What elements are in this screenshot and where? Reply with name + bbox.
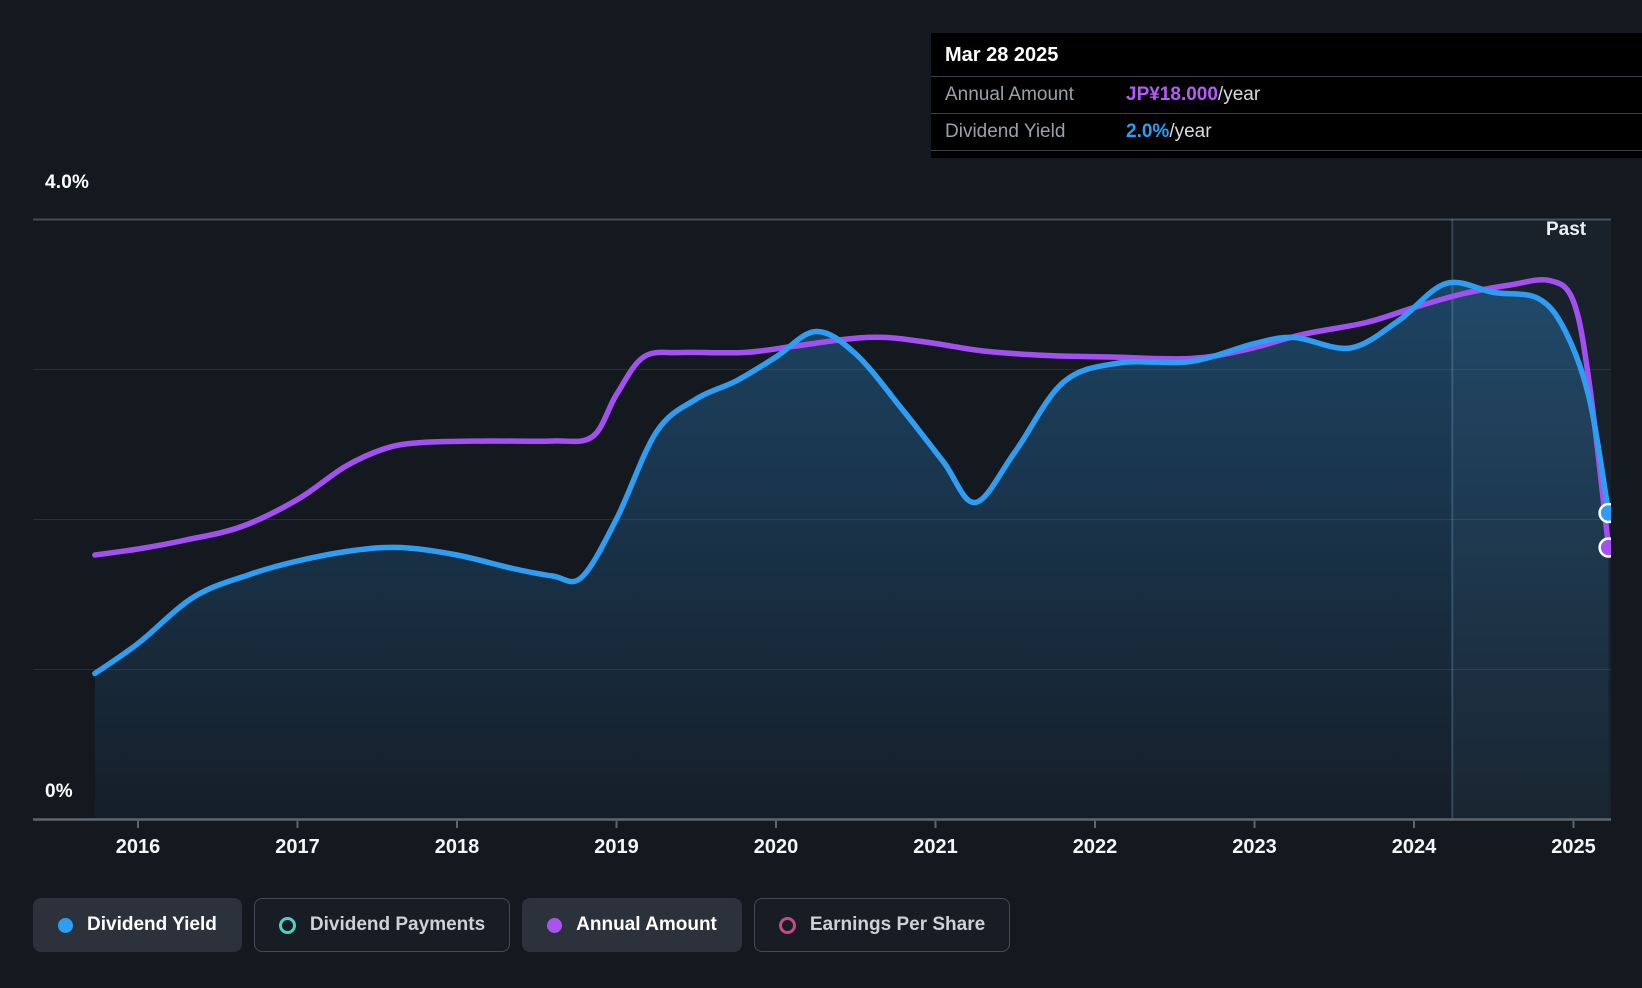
- x-tick-label-2022: 2022: [1073, 836, 1118, 858]
- tooltip-value-suffix: /year: [1217, 84, 1261, 105]
- tooltip-value-wrap: JP¥18.000/year: [1126, 84, 1260, 106]
- annual-amount-end-marker: [1598, 537, 1611, 558]
- tooltip-label: Dividend Yield: [945, 121, 1066, 142]
- y-axis-max-label: 4.0%: [45, 172, 90, 193]
- chart-legend: Dividend Yield Dividend Payments Annual …: [33, 898, 1011, 952]
- x-tick-label-2016: 2016: [116, 836, 161, 858]
- tooltip-date: Mar 28 2025: [945, 44, 1059, 66]
- x-tick-label-2017: 2017: [275, 836, 320, 858]
- tooltip-row-annual-amount: Annual Amount JP¥18.000/year: [931, 76, 1642, 113]
- legend-label: Dividend Yield: [87, 914, 217, 935]
- x-tick-label-2025: 2025: [1551, 836, 1596, 858]
- legend-toggle-earnings-per-share[interactable]: Earnings Per Share: [753, 898, 1011, 952]
- tooltip-value: 2.0%: [1126, 121, 1170, 142]
- x-tick-label-2024: 2024: [1392, 836, 1437, 858]
- tooltip-value-suffix: /year: [1169, 121, 1212, 142]
- legend-label: Earnings Per Share: [809, 914, 986, 935]
- annual-amount-line: [92, 277, 1611, 558]
- tooltip-value: JP¥18.000: [1126, 84, 1218, 105]
- tooltip-bottom-rule: [931, 150, 1642, 158]
- earnings-per-share-ring-icon: [778, 916, 796, 934]
- x-tick-label-2020: 2020: [754, 836, 799, 858]
- x-tick-label-2021: 2021: [913, 836, 958, 858]
- past-highlight-band: [1452, 219, 1611, 819]
- annual-amount-dot-icon: [547, 917, 563, 933]
- y-axis-min-label: 0%: [45, 781, 73, 802]
- legend-label: Dividend Payments: [309, 914, 486, 935]
- dividend-yield-line: [92, 279, 1611, 677]
- plot-area: [92, 219, 1611, 819]
- dividend-yield-dot-icon: [58, 917, 73, 933]
- legend-toggle-dividend-yield[interactable]: Dividend Yield: [33, 898, 242, 952]
- legend-toggle-dividend-payments[interactable]: Dividend Payments: [253, 898, 511, 952]
- tooltip-row-dividend-yield: Dividend Yield 2.0%/year: [931, 113, 1642, 150]
- tooltip-label: Annual Amount: [945, 84, 1074, 105]
- past-region-label: Past: [1546, 219, 1586, 241]
- dividend-yield-end-marker: [1598, 502, 1611, 524]
- dividend-yield-area-fill: [94, 282, 1609, 819]
- tooltip-value-wrap: 2.0%/year: [1126, 121, 1212, 143]
- legend-toggle-annual-amount[interactable]: Annual Amount: [522, 898, 742, 952]
- x-tick-label-2018: 2018: [435, 836, 480, 858]
- x-tick-label-2019: 2019: [594, 836, 639, 858]
- chart-tooltip: Mar 28 2025 Annual Amount JP¥18.000/year…: [931, 33, 1642, 158]
- dividend-payments-ring-icon: [278, 916, 296, 934]
- x-tick-label-2023: 2023: [1232, 836, 1277, 858]
- legend-label: Annual Amount: [576, 914, 717, 935]
